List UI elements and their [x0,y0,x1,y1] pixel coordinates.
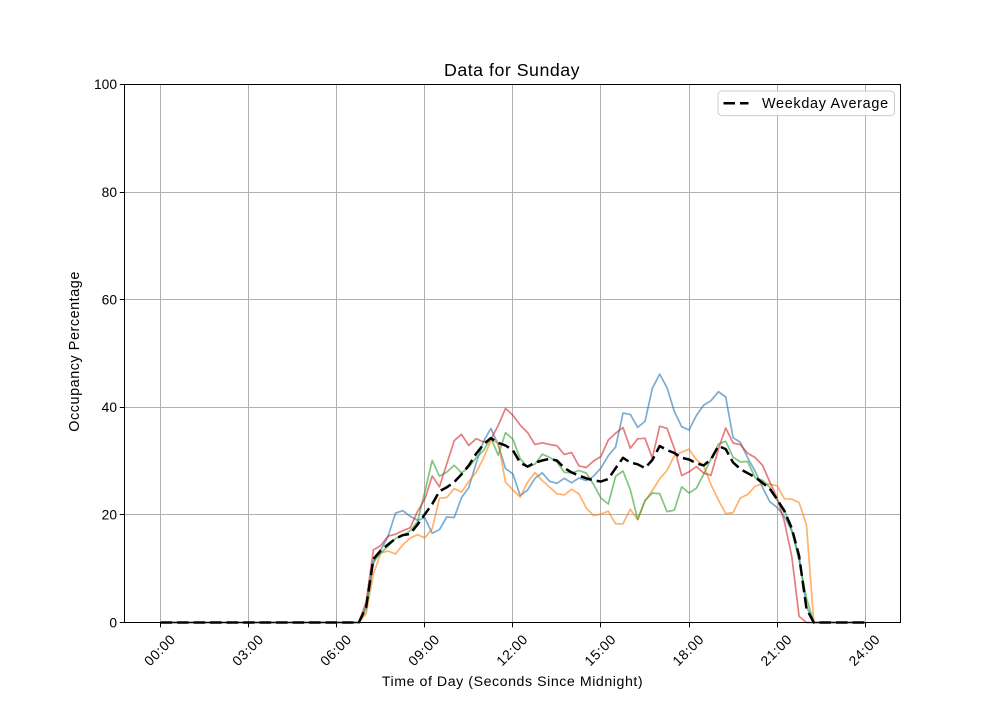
svg-text:20: 20 [102,508,118,523]
svg-text:100: 100 [94,77,117,92]
svg-text:Weekday Average: Weekday Average [762,96,889,112]
svg-text:0: 0 [109,615,117,630]
svg-text:80: 80 [102,185,118,200]
svg-text:40: 40 [102,400,118,415]
svg-text:Time of Day (Seconds Since Mid: Time of Day (Seconds Since Midnight) [382,674,643,690]
svg-text:Occupancy Percentage: Occupancy Percentage [67,271,83,432]
svg-text:60: 60 [102,292,118,307]
svg-text:Data for Sunday: Data for Sunday [444,60,580,80]
